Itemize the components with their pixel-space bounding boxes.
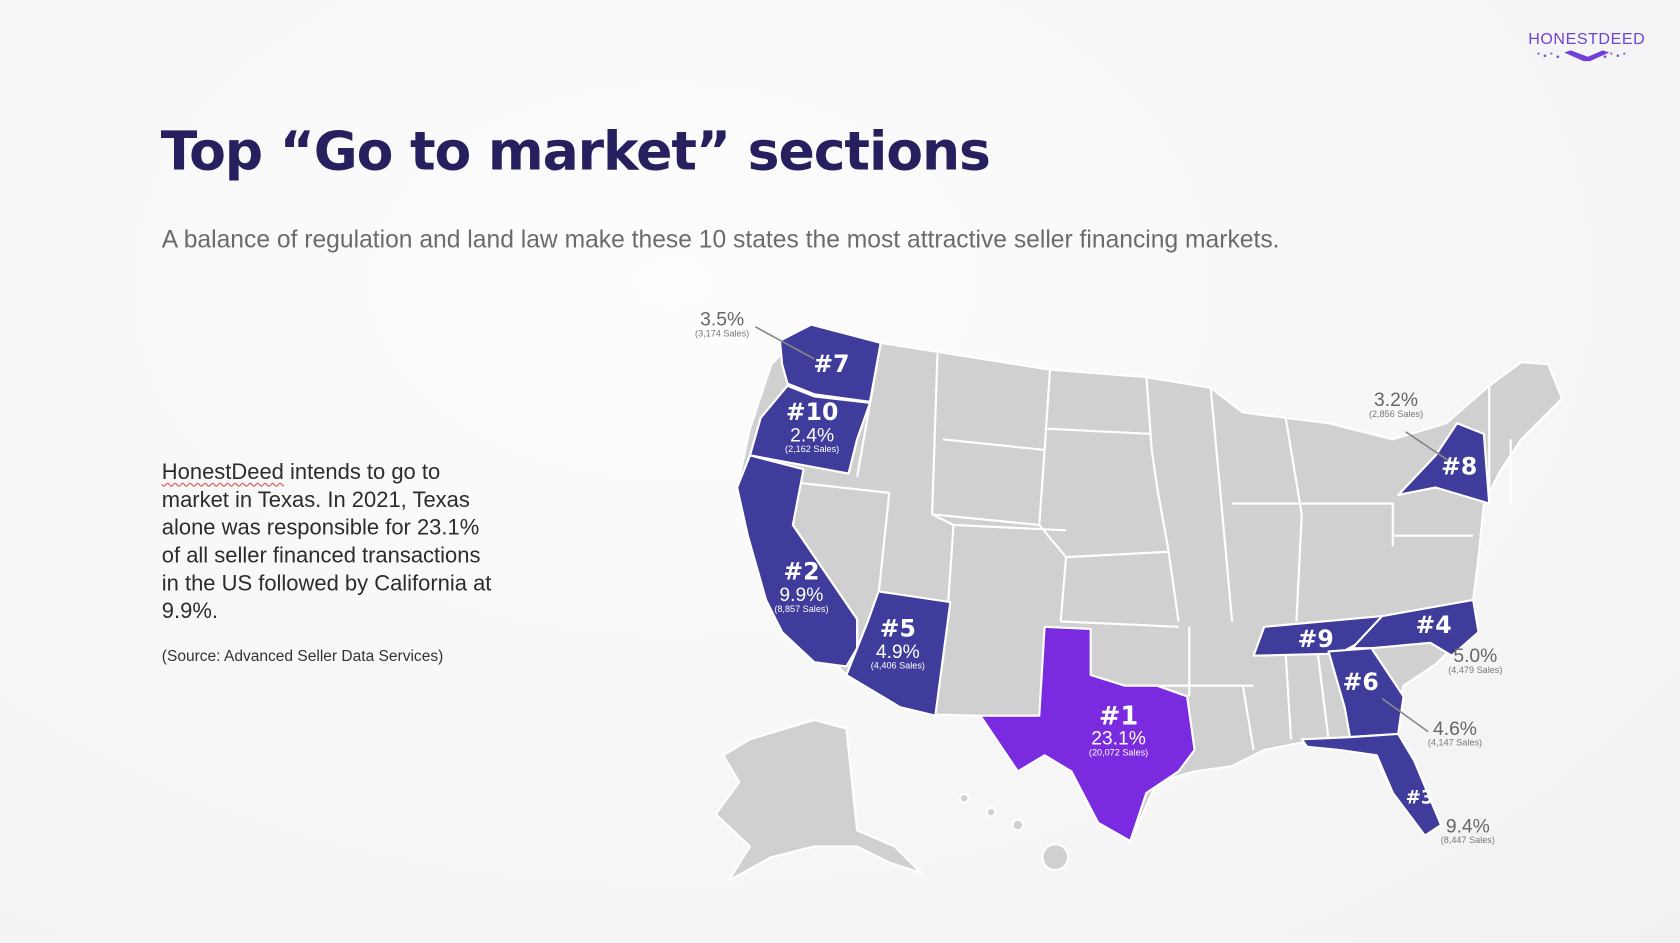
sales: (4,147 Sales) (1427, 737, 1483, 748)
leader-lines (754, 326, 1453, 733)
page-subtitle: A balance of regulation and land law mak… (161, 224, 1280, 253)
sales: (20,072 Sales) (1088, 746, 1149, 758)
pct: 4.6% (1432, 717, 1477, 740)
state-wa (778, 323, 882, 403)
sales: (3,174 Sales) (695, 327, 750, 339)
rank: #2 (783, 559, 820, 587)
rank-label-6: #6 (1342, 669, 1379, 697)
leader-line-6 (1381, 697, 1429, 733)
state-fl (1300, 732, 1443, 837)
rank: #9 (1297, 626, 1334, 654)
sales: (4,479 Sales) (1448, 664, 1503, 675)
leader-line-7 (754, 326, 815, 360)
state-borders (792, 342, 1512, 751)
state-tn (1252, 614, 1384, 657)
rank: #3 (1405, 787, 1434, 809)
sales: (4,406 Sales) (870, 659, 925, 671)
rank: #1 (1098, 700, 1139, 731)
rank: #6 (1342, 669, 1379, 697)
source-note: (Source: Advanced Seller Data Services) (161, 648, 444, 666)
state-az (845, 590, 952, 717)
rank: #8 (1441, 454, 1478, 482)
rank-label-7: #7 (813, 351, 850, 379)
body-paragraph: intends to go to market in Texas. In 202… (161, 459, 492, 624)
pct: 9.4% (1445, 815, 1490, 837)
stat-label-7: 3.5% (3,174 Sales) (695, 310, 749, 338)
brand-name: HonestDeed (161, 459, 284, 485)
pct: 3.2% (1374, 388, 1419, 411)
pct: 9.9% (779, 583, 824, 606)
state-nc (1351, 598, 1480, 657)
stat-label-8: 3.2% (2,856 Sales) (1369, 390, 1423, 418)
rank-label-4: #4 (1415, 612, 1452, 640)
stat-label-6: 4.6% (4,147 Sales) (1428, 719, 1482, 747)
stat-label-3: 9.4% (8,447 Sales) (1441, 816, 1495, 844)
rank-label-3: #3 (1405, 787, 1434, 809)
state-tx (979, 625, 1196, 843)
rank-label-8: #8 (1441, 456, 1477, 480)
rank: #4 (1415, 612, 1452, 640)
pct: 5.0% (1453, 644, 1498, 667)
stat-label-1: #1 23.1% (20,072 Sales) (1089, 703, 1148, 757)
map-alaska (714, 718, 923, 882)
rank: #10 (785, 399, 839, 427)
sales: (2,856 Sales) (1368, 408, 1424, 419)
stat-label-5: #5 4.9% (4,406 Sales) (871, 618, 925, 670)
state-ca (736, 454, 859, 668)
page-title: Top “Go to market” sections (160, 119, 991, 183)
stat-label-2: #2 9.9% (8,857 Sales) (774, 561, 828, 613)
pct: 3.5% (700, 308, 745, 330)
state-or (748, 384, 872, 475)
sales: (8,447 Sales) (1440, 834, 1495, 846)
rank-label-9: #9 (1297, 626, 1334, 654)
stat-label-10: #10 2.4% (2,162 Sales) (785, 399, 840, 455)
pct: 4.9% (875, 640, 920, 663)
honestdeed-logo: HONESTDEED (1528, 30, 1646, 70)
logo-text: HONESTDEED (1528, 29, 1646, 49)
pct: 2.4% (790, 424, 835, 446)
map-hawaii (958, 792, 1070, 872)
pct: 23.1% (1091, 727, 1146, 749)
stat-label-4: 5.0% (4,479 Sales) (1448, 646, 1502, 674)
sales: (2,162 Sales) (785, 443, 840, 455)
state-ny (1397, 422, 1491, 505)
body-text: HonestDeed intends to go to market in Te… (162, 459, 494, 626)
rank: #7 (813, 351, 850, 379)
rank: #5 (879, 616, 916, 643)
handshake-icon (1537, 50, 1626, 62)
sales: (8,857 Sales) (774, 603, 829, 614)
leader-line-8 (1405, 431, 1453, 464)
